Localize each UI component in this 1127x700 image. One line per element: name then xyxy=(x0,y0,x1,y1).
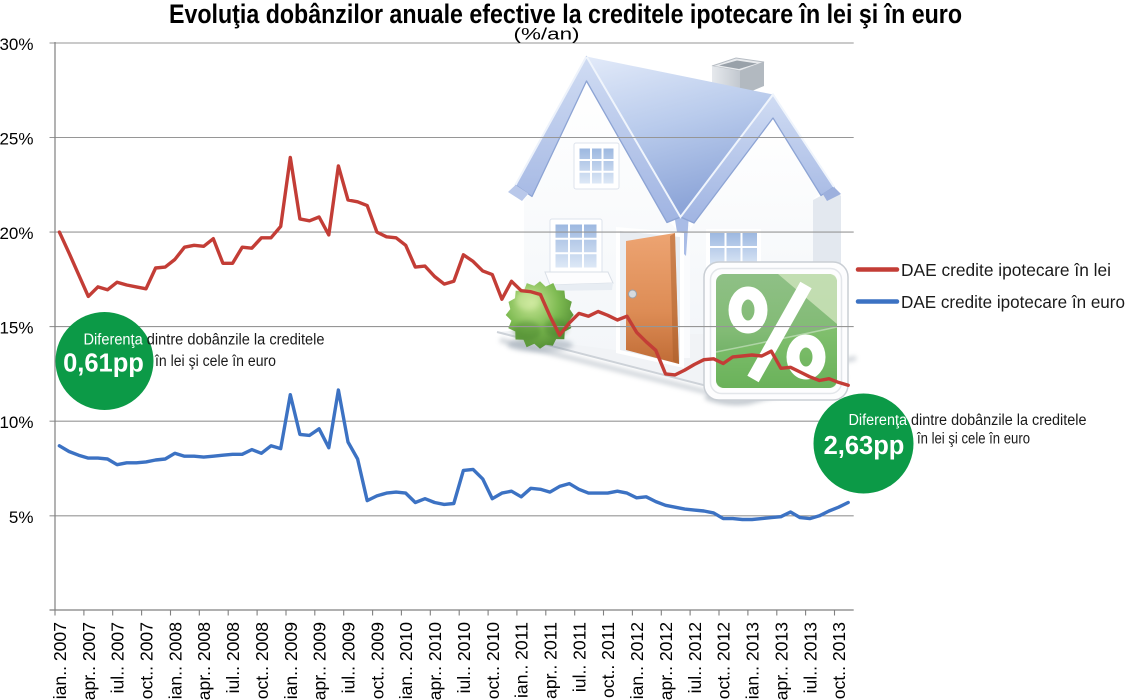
svg-text:iul.. 2011: iul.. 2011 xyxy=(569,622,589,692)
svg-text:iul.. 2008: iul.. 2008 xyxy=(223,622,243,694)
svg-text:apr.. 2013: apr.. 2013 xyxy=(771,622,791,700)
svg-text:apr.. 2012: apr.. 2012 xyxy=(656,622,676,700)
svg-text:apr.. 2009: apr.. 2009 xyxy=(310,622,330,700)
svg-text:apr.. 2008: apr.. 2008 xyxy=(194,622,214,700)
svg-text:oct.. 2010: oct.. 2010 xyxy=(483,622,503,699)
svg-text:iul.. 2007: iul.. 2007 xyxy=(108,622,128,693)
svg-text:iul.. 2009: iul.. 2009 xyxy=(339,622,359,693)
svg-text:iul.. 2013: iul.. 2013 xyxy=(800,622,820,694)
svg-text:oct.. 2013: oct.. 2013 xyxy=(829,622,849,699)
svg-text:oct.. 2008: oct.. 2008 xyxy=(252,622,272,699)
svg-text:ian.. 2010: ian.. 2010 xyxy=(396,622,416,699)
svg-text:Evoluţia dobânzilor anuale efe: Evoluţia dobânzilor anuale efective la c… xyxy=(169,0,962,29)
svg-text:DAE credite ipotecare în euro: DAE credite ipotecare în euro xyxy=(901,292,1125,312)
svg-text:oct.. 2009: oct.. 2009 xyxy=(367,622,387,699)
svg-text:ian.. 2009: ian.. 2009 xyxy=(281,622,301,699)
svg-text:20%: 20% xyxy=(0,224,34,243)
svg-text:15%: 15% xyxy=(0,319,34,338)
svg-text:iul.. 2012: iul.. 2012 xyxy=(685,622,705,693)
svg-text:10%: 10% xyxy=(0,413,34,432)
svg-text:oct.. 2012: oct.. 2012 xyxy=(714,622,734,699)
svg-text:ian.. 2012: ian.. 2012 xyxy=(627,622,647,699)
svg-text:oct.. 2011: oct.. 2011 xyxy=(598,622,618,698)
svg-text:oct.. 2007: oct.. 2007 xyxy=(137,622,157,699)
svg-text:ian.. 2011: ian.. 2011 xyxy=(512,622,532,698)
svg-text:(%/an): (%/an) xyxy=(514,25,580,44)
svg-text:25%: 25% xyxy=(0,130,34,149)
svg-text:ian.. 2013: ian.. 2013 xyxy=(743,622,763,699)
svg-text:apr.. 2007: apr.. 2007 xyxy=(79,622,99,700)
svg-text:ian.. 2007: ian.. 2007 xyxy=(50,622,70,699)
svg-text:în lei şi cele în euro: în lei şi cele în euro xyxy=(916,431,1030,448)
svg-text:5%: 5% xyxy=(9,508,34,527)
svg-text:iul.. 2010: iul.. 2010 xyxy=(454,622,474,694)
svg-text:2,63pp: 2,63pp xyxy=(824,432,905,460)
svg-text:Diferenţa dintre dobânzile la: Diferenţa dintre dobânzile la creditele xyxy=(849,412,1087,429)
svg-text:0,61pp: 0,61pp xyxy=(63,350,144,378)
svg-text:30%: 30% xyxy=(0,35,34,54)
svg-text:ian.. 2008: ian.. 2008 xyxy=(165,622,185,699)
svg-text:apr.. 2010: apr.. 2010 xyxy=(425,622,445,700)
svg-text:în lei şi cele în euro: în lei şi cele în euro xyxy=(154,353,276,370)
svg-text:DAE credite ipotecare în lei: DAE credite ipotecare în lei xyxy=(901,260,1111,280)
svg-text:Diferenţa dintre dobânzile la: Diferenţa dintre dobânzile la creditele xyxy=(84,332,325,349)
svg-text:apr.. 2011: apr.. 2011 xyxy=(541,622,561,699)
